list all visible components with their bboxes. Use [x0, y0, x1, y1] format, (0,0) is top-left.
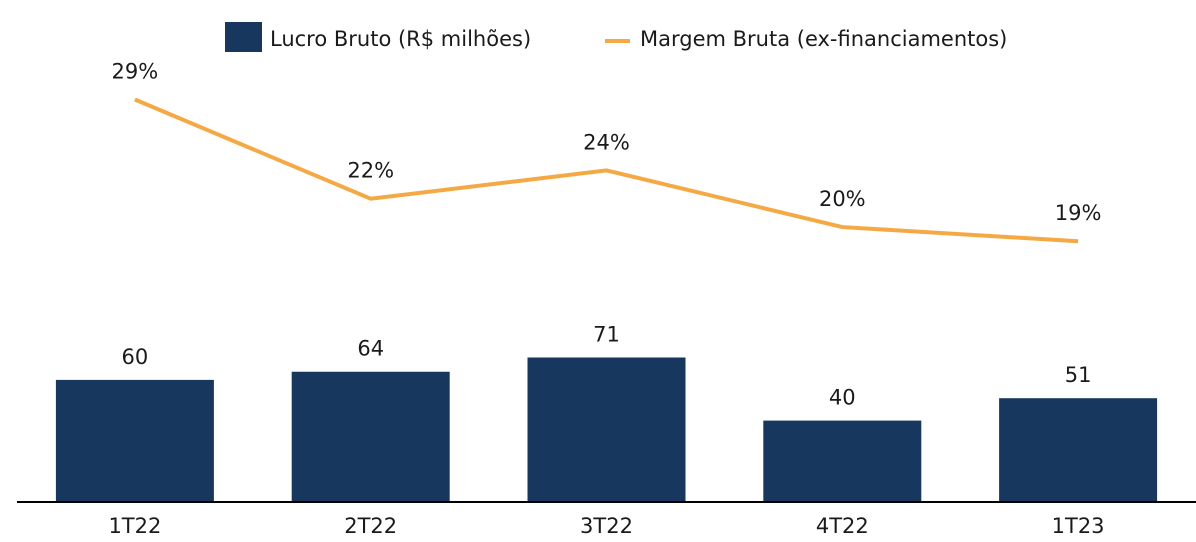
bar [763, 420, 922, 502]
data-label: 71 [593, 322, 620, 346]
bar [999, 398, 1158, 502]
legend-swatch [225, 22, 262, 52]
line [134, 97, 1079, 244]
x-tick-label: 4T22 [816, 514, 869, 538]
data-label: 40 [829, 386, 856, 410]
data-label: 29% [112, 60, 159, 84]
x-tick-label: 1T23 [1052, 514, 1105, 538]
legend-label: Lucro Bruto (R$ milhões) [270, 27, 531, 51]
data-label: 22% [347, 159, 394, 183]
bar [291, 371, 450, 502]
legend-label: Margem Bruta (ex-financiamentos) [640, 27, 1007, 51]
bar [527, 357, 686, 502]
data-label: 24% [583, 130, 630, 154]
data-label: 60 [122, 345, 149, 369]
x-tick-label: 2T22 [344, 514, 397, 538]
data-label: 19% [1055, 201, 1102, 225]
bar [55, 379, 214, 502]
x-tick-label: 1T22 [108, 514, 161, 538]
data-label: 51 [1065, 363, 1092, 387]
x-tick-label: 3T22 [580, 514, 633, 538]
data-label: 20% [819, 187, 866, 211]
data-label: 64 [357, 337, 384, 361]
